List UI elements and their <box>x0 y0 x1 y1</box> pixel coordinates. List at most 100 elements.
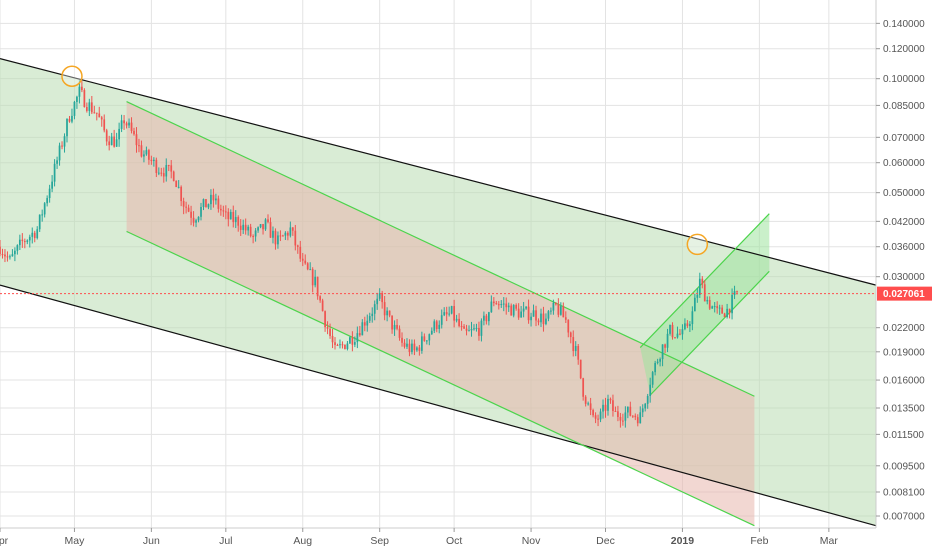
candle-body <box>210 194 212 205</box>
candle-body <box>262 224 264 230</box>
candle-body <box>177 186 180 188</box>
candle-body <box>631 415 634 417</box>
x-tick-label: Aug <box>293 535 312 547</box>
candle-body <box>341 344 344 346</box>
candle-body <box>696 294 699 298</box>
candle-body <box>475 327 478 329</box>
candle-body <box>453 306 455 321</box>
candle-body <box>689 324 691 327</box>
candle-body <box>396 324 398 329</box>
x-tick-label: May <box>65 535 86 547</box>
candle-body <box>448 313 451 315</box>
candle-body <box>450 306 453 314</box>
candle-body <box>33 232 36 239</box>
candle-body <box>296 245 299 247</box>
y-tick-label: 0.050000 <box>883 188 925 199</box>
candle-body <box>686 323 689 327</box>
candle-body <box>641 408 644 413</box>
candle-body <box>736 291 738 293</box>
candle-body <box>629 406 632 416</box>
candle-body <box>614 411 617 413</box>
candle-body <box>492 301 495 304</box>
candle-body <box>540 313 542 323</box>
candle-body <box>701 278 704 285</box>
candle-body <box>550 310 552 312</box>
candle-body <box>401 337 403 343</box>
candle-body <box>706 300 709 302</box>
candle-body <box>574 346 577 352</box>
candle-body <box>589 403 592 410</box>
candle-body <box>41 214 44 216</box>
candle-body <box>100 117 103 120</box>
candle-body <box>502 303 505 305</box>
candle-body <box>229 211 232 220</box>
candle-body <box>713 306 716 308</box>
y-tick-label: 0.100000 <box>883 74 925 85</box>
candle-body <box>56 160 58 164</box>
y-tick-label: 0.007000 <box>883 512 925 523</box>
candle-body <box>76 96 78 102</box>
candle-body <box>160 172 163 174</box>
candle-body <box>445 312 448 315</box>
candle-body <box>716 306 719 309</box>
candle-body <box>483 315 485 321</box>
y-tick-label: 0.042000 <box>883 217 925 228</box>
candle-body <box>376 298 379 305</box>
candle-body <box>1 254 4 256</box>
candle-body <box>368 316 371 321</box>
candle-body <box>346 343 349 349</box>
candle-body <box>195 220 197 223</box>
candle-body <box>421 336 423 351</box>
candle-body <box>676 333 679 338</box>
candle-body <box>604 404 607 411</box>
candle-body <box>592 409 594 416</box>
candle-body <box>356 333 359 343</box>
candle-body <box>123 120 125 124</box>
candle-body <box>108 141 111 146</box>
candle-body <box>63 136 66 147</box>
candle-body <box>219 208 222 211</box>
candle-body <box>443 312 446 316</box>
candle-body <box>530 316 532 321</box>
candle-body <box>58 145 61 161</box>
candle-body <box>599 411 602 420</box>
candle-body <box>301 258 304 261</box>
y-axis[interactable]: 0.140000 0.120000 0.100000 0.085000 0.070000… <box>875 0 932 550</box>
candle-body <box>567 319 570 333</box>
candle-body <box>363 322 366 326</box>
x-axis[interactable]: Apr May Jun Jul Aug Sep Oct Nov Dec 2019 Feb Mar <box>0 527 932 550</box>
candle-body <box>133 130 135 135</box>
candle-body <box>661 344 664 360</box>
candle-body <box>728 308 731 314</box>
candle-body <box>406 343 408 347</box>
candle-body <box>6 256 9 258</box>
candle-body <box>579 359 582 379</box>
candle-body <box>535 310 537 321</box>
y-tick-label: 0.009500 <box>883 461 925 472</box>
candle-body <box>455 318 458 321</box>
candle-body <box>339 344 341 346</box>
candle-body <box>659 359 661 362</box>
candle-body <box>582 378 585 397</box>
candle-body <box>234 217 237 223</box>
candle-body <box>433 321 436 331</box>
candle-body <box>247 226 250 231</box>
candle-body <box>413 343 416 351</box>
candle-body <box>664 344 666 348</box>
candle-body <box>674 337 676 339</box>
candle-body <box>294 230 297 246</box>
candle-body <box>612 400 614 412</box>
candle-body <box>118 128 120 140</box>
x-tick-label: Jun <box>143 535 160 547</box>
candle-body <box>197 216 200 221</box>
candle-body <box>440 315 443 325</box>
rising-channel-lower-line <box>649 270 770 396</box>
candle-body <box>152 159 155 162</box>
candle-body <box>232 211 235 223</box>
candle-body <box>334 342 336 345</box>
candle-body <box>584 396 587 404</box>
x-tick-label: Nov <box>522 535 541 547</box>
candle-body <box>277 235 279 245</box>
candle-body <box>619 416 622 421</box>
candle-body <box>324 311 326 328</box>
